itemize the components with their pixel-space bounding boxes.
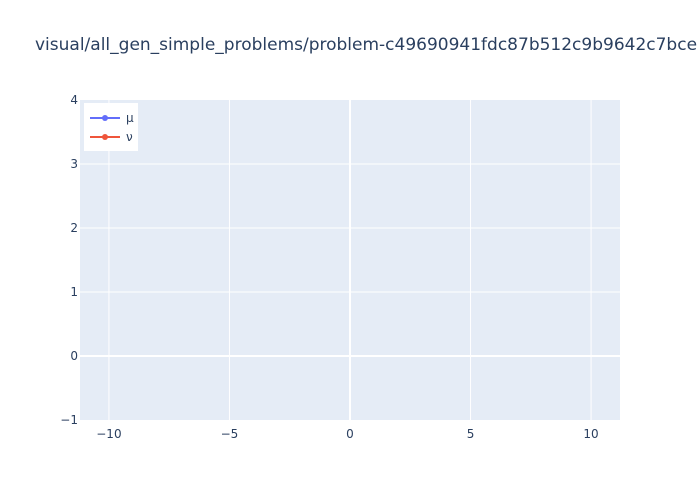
x-axis-ticks: −10 −5 0 5 10 (96, 427, 598, 441)
y-axis-ticks: −1 0 1 2 3 4 (60, 93, 78, 427)
y-tick-label: 3 (70, 157, 78, 171)
x-tick-label: 0 (346, 427, 354, 441)
legend-label: μ (126, 111, 134, 125)
y-tick-label: 0 (70, 349, 78, 363)
chart-title: visual/all_gen_simple_problems/problem-c… (35, 35, 697, 55)
legend-item[interactable]: ν (90, 130, 133, 144)
y-tick-label: −1 (60, 413, 78, 427)
x-tick-label: 5 (467, 427, 475, 441)
x-tick-label: −10 (96, 427, 121, 441)
x-gridlines (108, 100, 592, 420)
x-tick-label: 10 (583, 427, 598, 441)
legend-item[interactable]: μ (90, 111, 134, 125)
legend-marker (102, 115, 108, 121)
x-tick-label: −5 (221, 427, 239, 441)
legend-label: ν (126, 130, 133, 144)
legend-marker (102, 134, 108, 140)
y-tick-label: 2 (70, 221, 78, 235)
legend[interactable]: μν (84, 103, 138, 151)
y-tick-label: 1 (70, 285, 78, 299)
legend-background (84, 103, 138, 151)
y-gridlines (80, 163, 620, 357)
y-tick-label: 4 (70, 93, 78, 107)
